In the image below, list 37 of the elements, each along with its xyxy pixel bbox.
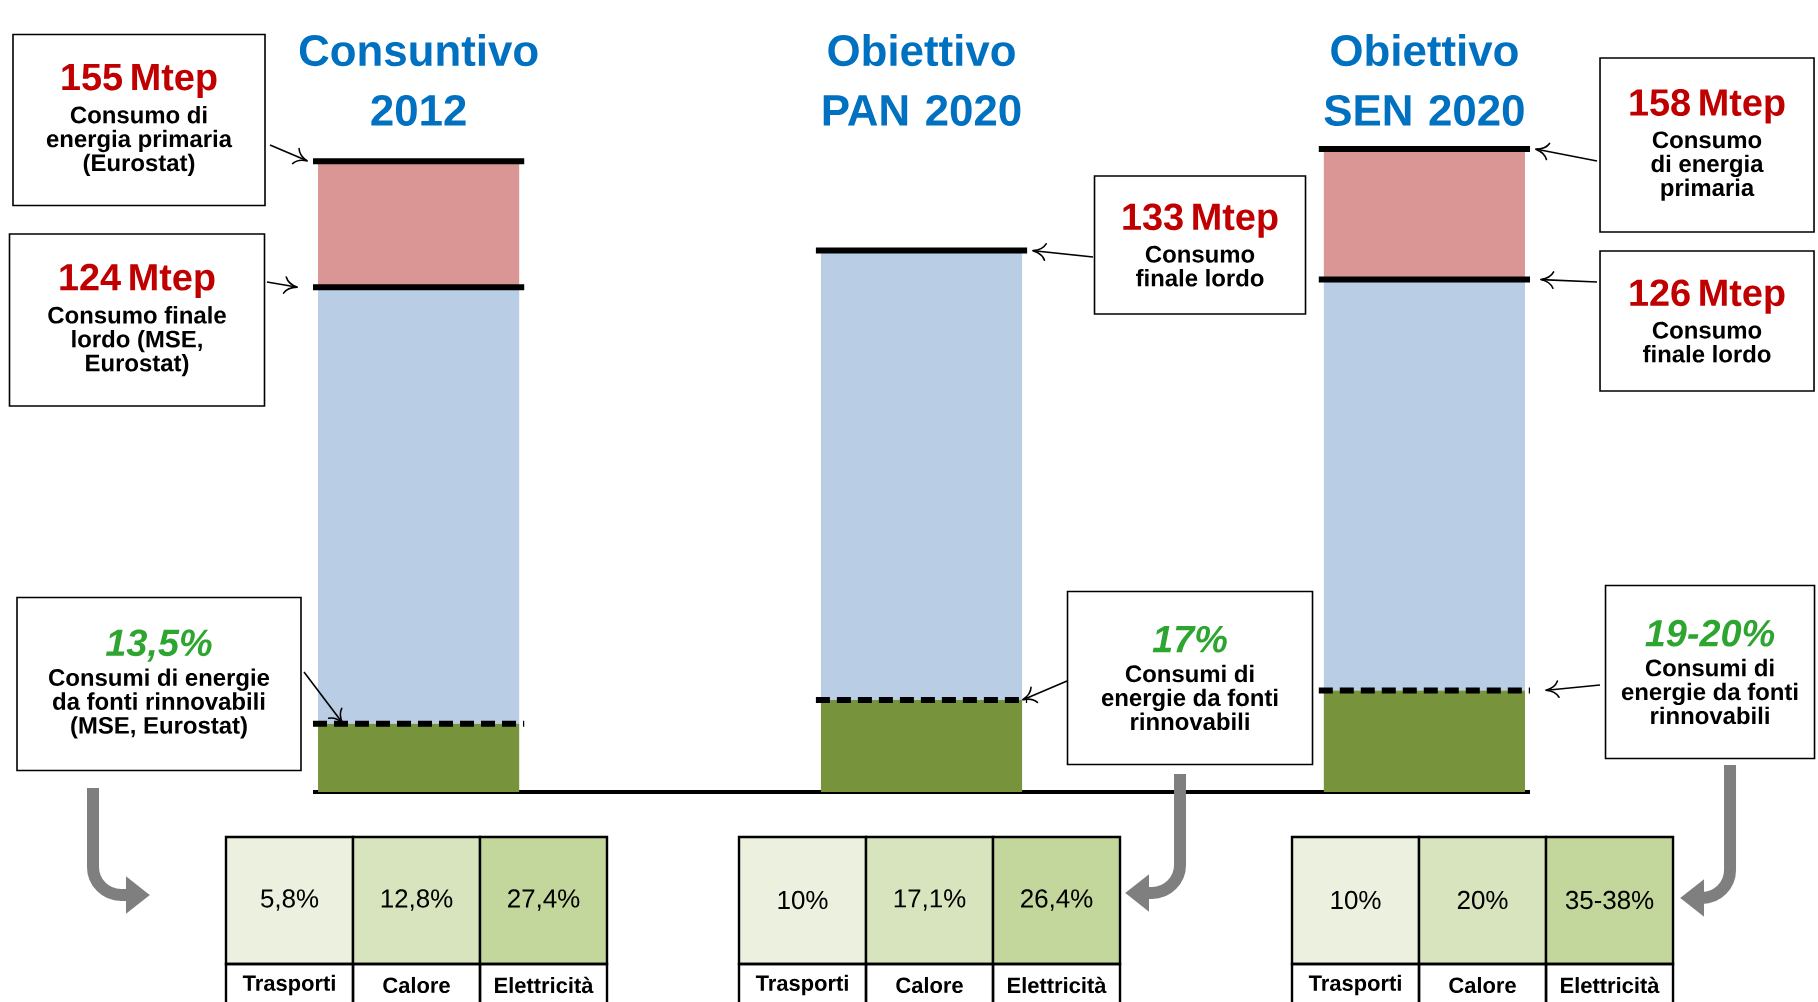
text: 17,1% <box>894 889 966 911</box>
text: Trasporti <box>242 974 335 996</box>
text: 35-38% <box>1565 890 1654 910</box>
text: 124 Mtep <box>60 263 215 299</box>
text: 20% <box>1457 890 1508 910</box>
text: Elettricità <box>1008 976 1107 994</box>
x-tick-label: Obiettivo SEN 2020 <box>1324 33 1524 126</box>
text: 10% <box>778 890 828 910</box>
text: Trasporti <box>755 974 848 996</box>
text: 126 Mtep <box>1630 279 1785 314</box>
text: Consumi di energie da fonti rinnovabili <box>1621 658 1798 725</box>
text: 19-20% <box>1645 619 1775 647</box>
text: 155 Mtep <box>62 64 217 98</box>
text: Calore <box>1449 976 1516 994</box>
text: Consumi di energie da fonti rinnovabili (MSE, Eurostat) <box>49 668 270 739</box>
text: Elettricità <box>1561 976 1660 994</box>
text: Consumo finale lordo <box>1643 321 1771 363</box>
x-tick-label: Consuntivo 2012 <box>299 33 538 126</box>
text: 158 Mtep <box>1630 89 1785 124</box>
text: 12,8% <box>381 889 453 911</box>
text: Consumo di energia primaria (Eurostat) <box>46 105 233 176</box>
text: 27,4% <box>508 889 580 911</box>
text: 13,5% <box>105 629 212 662</box>
text: Consumo finale lordo (MSE, Eurostat) <box>48 306 226 377</box>
x-tick-label: Obiettivo PAN 2020 <box>823 33 1021 126</box>
text: 10% <box>1331 890 1381 910</box>
text: Calore <box>896 976 963 994</box>
text: 5,8% <box>261 889 319 911</box>
text: Elettricità <box>495 976 594 994</box>
text: Consumo di energia primaria <box>1651 131 1764 201</box>
annotation: Consumo finale lordo <box>1135 245 1264 287</box>
text: Calore <box>383 976 450 994</box>
text: 26,4% <box>1021 889 1093 911</box>
text: Trasporti <box>1308 974 1401 996</box>
annotation: 17% <box>1152 625 1227 653</box>
annotation: 133 Mtep <box>1123 203 1278 238</box>
annotation: Consumi di energie da fonti rinnovabili <box>1101 664 1278 731</box>
